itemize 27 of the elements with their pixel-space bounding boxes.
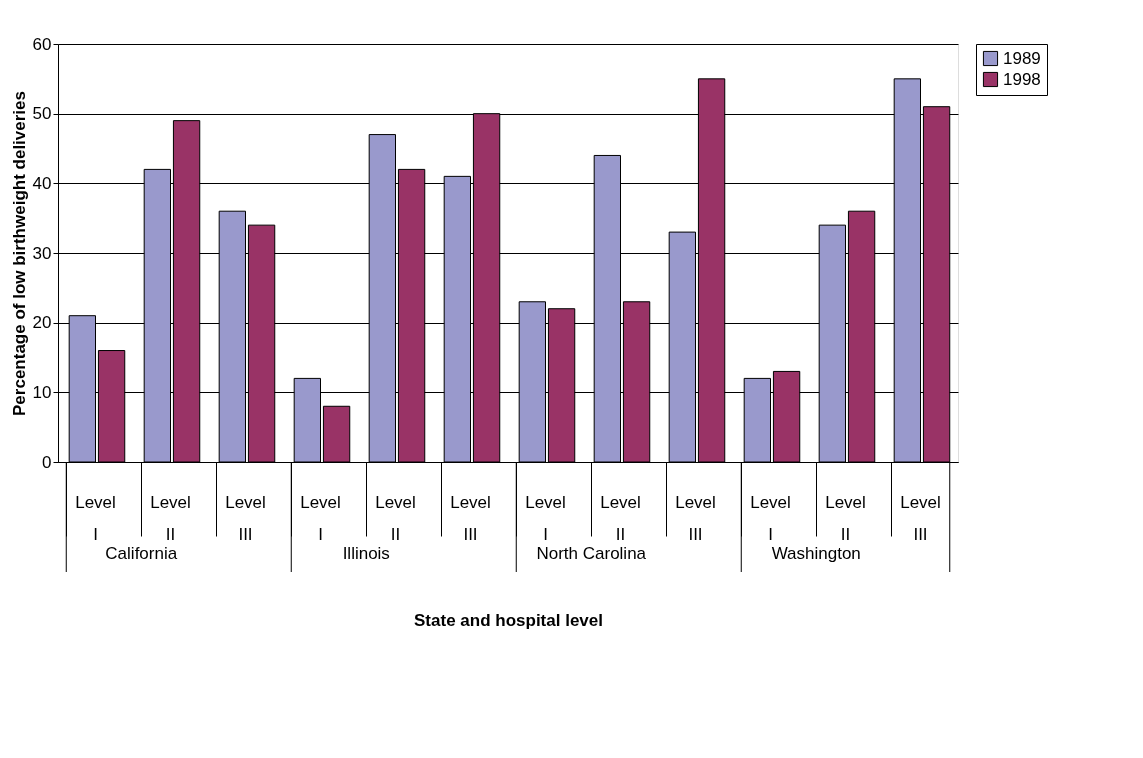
y-tick-label: 10 bbox=[32, 382, 52, 402]
text: California bbox=[105, 544, 178, 563]
x-tick-label: Level I bbox=[750, 492, 791, 544]
x-tick-label: Level II bbox=[600, 492, 641, 544]
y-axis-title: Percentage of low birthweight deliveries bbox=[9, 91, 29, 416]
y-tick-label: 30 bbox=[32, 243, 52, 263]
x-tick-label: Level III bbox=[675, 492, 716, 544]
text: Illinois bbox=[342, 544, 390, 563]
legend-label: 1998 bbox=[1003, 69, 1041, 89]
x-tick-label: Level III bbox=[900, 492, 941, 544]
legend-label: 1989 bbox=[1003, 48, 1041, 68]
x-tick-label: Level II bbox=[375, 492, 416, 544]
text: Washington bbox=[771, 544, 861, 563]
y-tick-label: 60 bbox=[32, 34, 52, 54]
x-tick-label: Level III bbox=[225, 492, 266, 544]
y-tick-label: 20 bbox=[32, 313, 52, 333]
y-tick-label: 40 bbox=[32, 173, 52, 193]
x-tick-label: Level I bbox=[525, 492, 566, 544]
x-axis-title: State and hospital level bbox=[414, 610, 603, 630]
x-tick-label: Level III bbox=[450, 492, 491, 544]
text: North Carolina bbox=[536, 544, 647, 563]
x-tick-label: Level II bbox=[825, 492, 866, 544]
x-tick-label: Level II bbox=[150, 492, 191, 544]
y-tick-label: 50 bbox=[32, 104, 52, 124]
x-tick-label: Level I bbox=[75, 492, 116, 544]
y-tick-label: 0 bbox=[42, 452, 52, 472]
x-tick-label: Level I bbox=[300, 492, 341, 544]
